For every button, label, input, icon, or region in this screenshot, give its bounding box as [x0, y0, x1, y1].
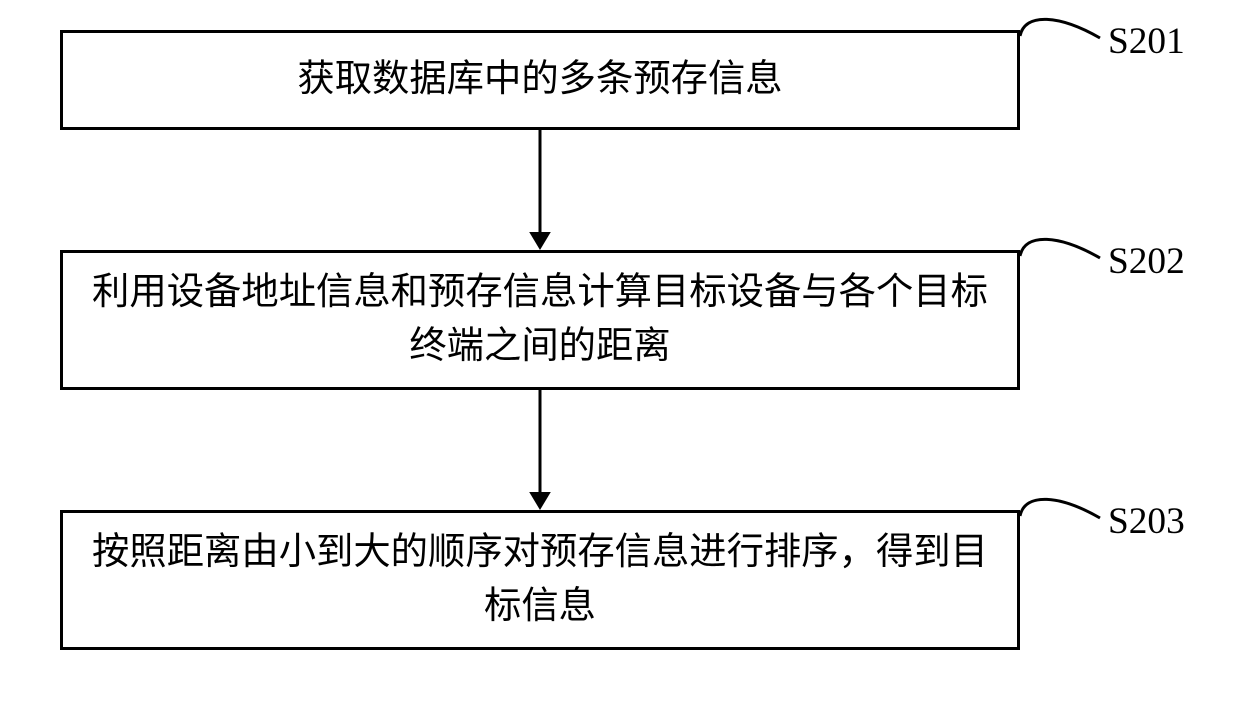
step-label-s201: S201: [1108, 20, 1185, 63]
flow-node-s203: 按照距离由小到大的顺序对预存信息进行排序，得到目标信息: [60, 510, 1020, 650]
flow-edge-s202-s203: [520, 390, 560, 510]
label-connector-s201: [1010, 5, 1110, 68]
flow-node-text: 利用设备地址信息和预存信息计算目标设备与各个目标终端之间的距离: [83, 266, 997, 374]
flow-node-text: 获取数据库中的多条预存信息: [297, 53, 782, 107]
step-label-s202: S202: [1108, 240, 1185, 283]
flow-node-s201: 获取数据库中的多条预存信息: [60, 30, 1020, 130]
label-connector-s202: [1010, 225, 1110, 288]
flow-edge-s201-s202: [520, 130, 560, 250]
flow-node-text: 按照距离由小到大的顺序对预存信息进行排序，得到目标信息: [83, 526, 997, 634]
step-label-s203: S203: [1108, 500, 1185, 543]
label-connector-s203: [1010, 485, 1110, 548]
flow-node-s202: 利用设备地址信息和预存信息计算目标设备与各个目标终端之间的距离: [60, 250, 1020, 390]
